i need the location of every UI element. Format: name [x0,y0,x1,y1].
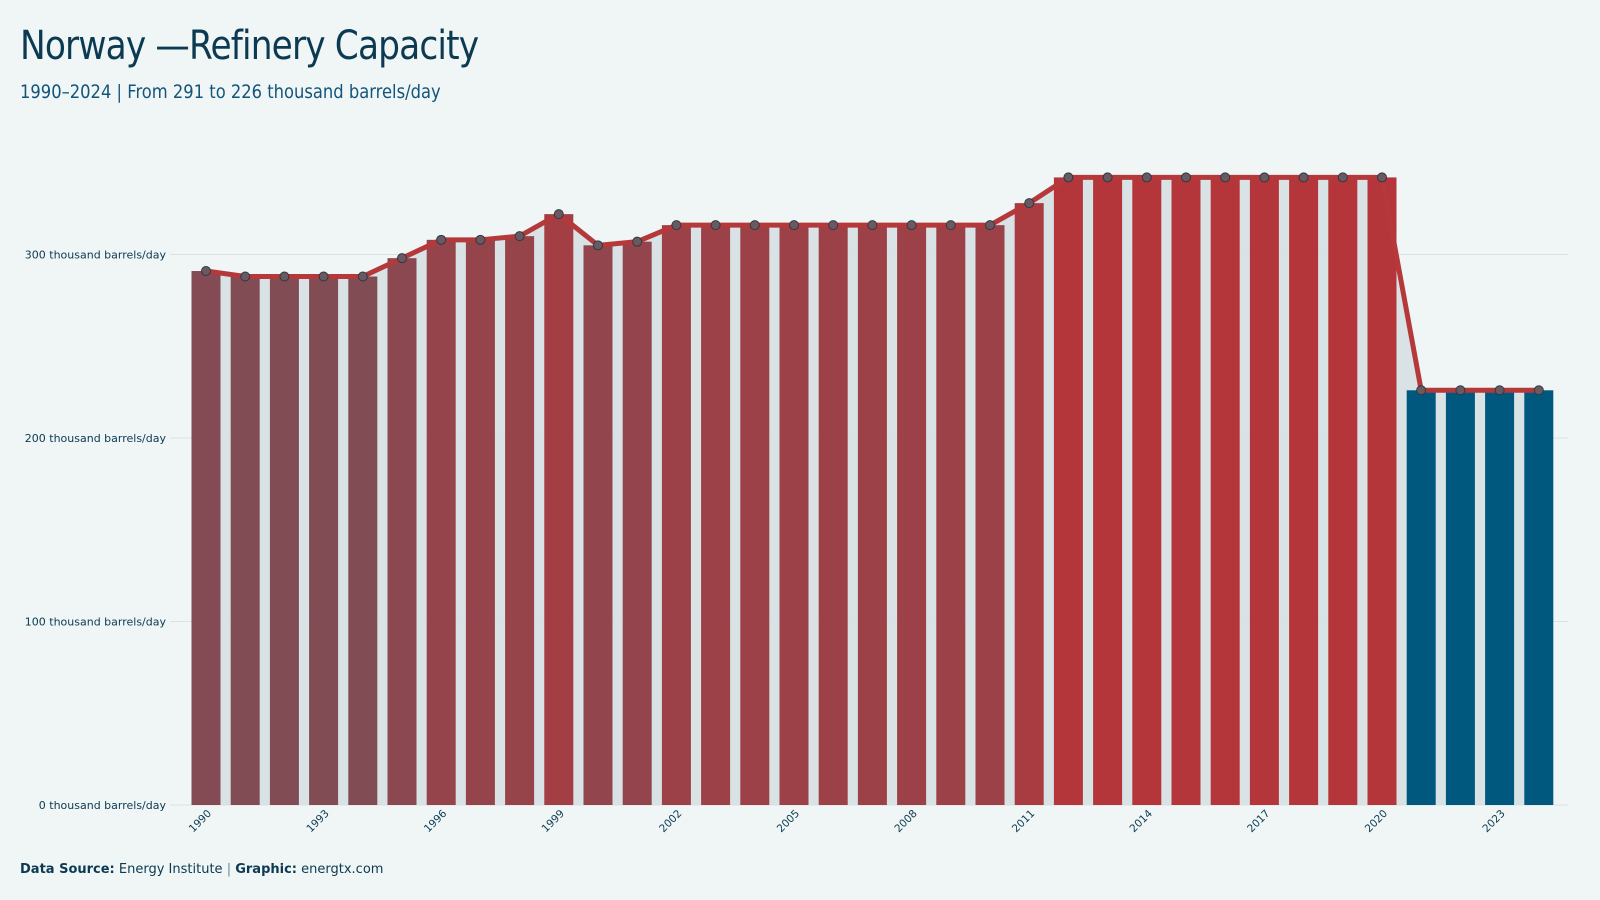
x-tick-label: 2020 [1363,808,1390,835]
x-tick-label: 1999 [540,808,567,835]
data-point [593,240,603,251]
x-tick-label: 2002 [657,808,684,835]
bar [269,276,299,805]
bar [309,276,339,805]
bar [505,236,535,805]
x-tick-label: 2008 [892,808,919,835]
bar [897,225,927,805]
y-tick-label: 300 thousand barrels/day [25,249,167,262]
data-source-value: Energy Institute [118,862,223,877]
data-point [1416,385,1427,396]
bar [1328,177,1358,805]
bar [1524,390,1554,805]
data-source-label: Data Source: [20,862,115,877]
data-point [710,220,721,231]
bar [1485,390,1515,805]
data-point [985,220,995,231]
bar [583,245,613,805]
data-point [357,271,368,282]
data-point [1533,385,1544,396]
data-point [1181,172,1191,183]
bar [818,225,848,805]
x-tick-label: 2023 [1480,808,1507,835]
bar [1093,177,1123,805]
data-point [475,234,486,245]
bar [975,225,1005,805]
data-point [553,209,564,220]
data-point [397,253,407,264]
x-tick-label: 2011 [1010,808,1037,835]
y-tick-label: 0 thousand barrels/day [39,799,167,812]
data-point [1220,172,1231,183]
data-point [632,236,643,247]
bar [1367,177,1397,805]
bar [1406,390,1436,805]
data-point [828,220,839,231]
bar [1053,177,1083,805]
data-point [240,271,251,282]
bar [779,225,809,805]
data-point [279,271,290,282]
bar [348,276,378,805]
bar [191,271,221,805]
bar [1014,203,1044,805]
y-tick-label: 200 thousand barrels/day [25,432,167,445]
data-point [1259,172,1270,183]
chart-title: Norway —Refinery Capacity [20,23,479,69]
bar [1171,177,1201,805]
graphic-label: Graphic: [235,862,297,877]
bar [857,225,887,805]
bar [544,214,574,805]
data-point [789,220,799,231]
bar [661,225,691,805]
data-point [318,271,329,282]
bar [465,239,495,805]
data-point [1455,385,1466,396]
data-point [1298,172,1309,183]
data-point [1102,172,1113,183]
bar [1132,177,1162,805]
data-point [1377,172,1387,183]
data-point [1141,172,1152,183]
x-tick-label: 1990 [187,808,214,835]
bar [426,239,456,805]
x-tick-label: 2005 [775,808,802,835]
bar [230,276,260,805]
x-tick-label: 2017 [1245,808,1272,835]
data-point [749,220,760,231]
footer-credits: Data Source: Energy Institute | Graphic:… [20,861,383,879]
footer-separator: | [226,862,232,877]
data-point [867,220,878,231]
bar [1445,390,1475,805]
bar [701,225,731,805]
bar [936,225,966,805]
x-tick-label: 2014 [1128,807,1156,835]
data-point [201,266,211,277]
y-tick-label: 100 thousand barrels/day [25,616,167,629]
data-point [1337,172,1348,183]
data-point [436,234,447,245]
bar [622,241,652,805]
bar [387,258,417,805]
chart-subtitle: 1990–2024 | From 291 to 226 thousand bar… [20,81,441,103]
data-point [1063,172,1074,183]
x-tick-label: 1996 [422,807,450,835]
graphic-value: energtx.com [301,862,384,877]
bar [740,225,770,805]
bar [1210,177,1240,805]
data-point [671,220,682,231]
x-tick-label: 1993 [304,808,331,835]
bar [1289,177,1319,805]
bar [1249,177,1279,805]
data-point [945,220,956,231]
data-point [1494,385,1505,396]
data-point [906,220,917,231]
data-point [1024,198,1035,209]
data-point [514,231,525,242]
